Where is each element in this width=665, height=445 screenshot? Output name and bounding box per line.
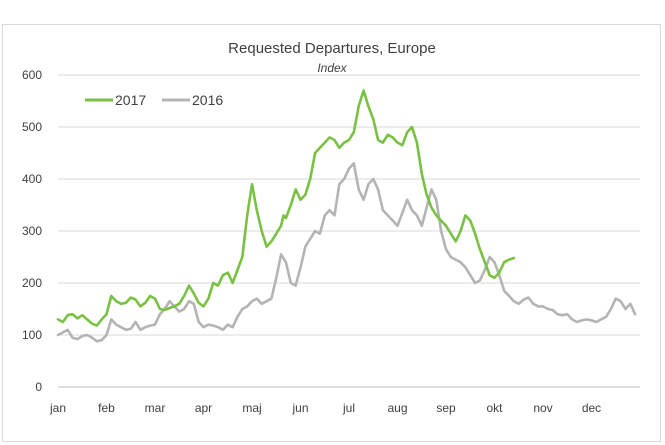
series-line-2017 — [56, 89, 516, 327]
x-tick-label: apr — [195, 401, 212, 415]
x-tick-label: jul — [342, 401, 355, 415]
x-axis-tick-labels: jan feb mar apr maj jun jul aug sep okt nov dec — [49, 401, 601, 415]
series-lines — [56, 89, 637, 343]
x-tick-label: feb — [98, 401, 115, 415]
y-tick-label: 0 — [35, 380, 42, 394]
y-tick-label: 500 — [22, 120, 42, 134]
gridlines — [58, 74, 640, 336]
chart-title: Requested Departures, Europe — [228, 40, 436, 57]
legend-label-2016: 2016 — [192, 92, 223, 108]
y-axis-tick-labels: 0 100 200 300 400 500 600 — [22, 68, 42, 394]
legend-label-2017: 2017 — [115, 92, 146, 108]
x-tick-label: mar — [145, 401, 166, 415]
x-tick-label: nov — [533, 401, 552, 415]
x-tick-label: dec — [582, 401, 601, 415]
x-tick-label: okt — [486, 401, 503, 415]
legend: 2017 2016 — [85, 92, 223, 108]
x-tick-label: sep — [436, 401, 456, 415]
chart-subtitle: Index — [317, 61, 347, 75]
y-tick-label: 600 — [22, 68, 42, 82]
x-tick-label: jan — [49, 401, 66, 415]
series-line-2016 — [56, 162, 637, 343]
y-tick-label: 300 — [22, 224, 42, 238]
y-tick-label: 400 — [22, 172, 42, 186]
y-tick-label: 100 — [22, 328, 42, 342]
x-tick-label: aug — [387, 401, 407, 415]
y-tick-label: 200 — [22, 276, 42, 290]
x-tick-label: jun — [291, 401, 308, 415]
x-tick-label: maj — [242, 401, 261, 415]
chart-frame — [2, 24, 661, 442]
